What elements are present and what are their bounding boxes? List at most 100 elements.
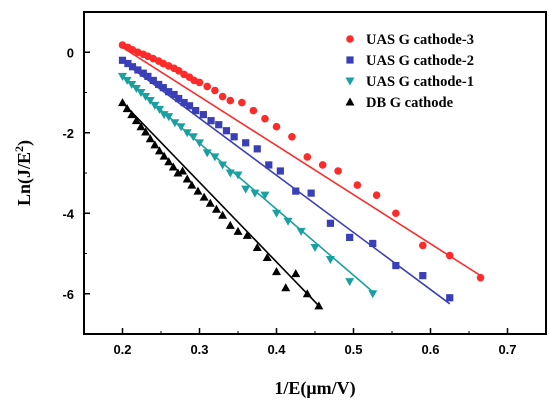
fit-line-1 xyxy=(122,46,481,277)
data-point xyxy=(127,80,137,89)
data-point xyxy=(202,149,212,158)
data-point xyxy=(226,96,235,105)
data-point xyxy=(150,101,160,110)
data-point xyxy=(218,92,227,101)
data-point xyxy=(124,59,132,68)
data-point xyxy=(253,145,261,153)
data-point xyxy=(215,121,223,129)
data-point xyxy=(178,166,188,175)
data-point xyxy=(225,220,235,229)
data-point xyxy=(307,189,315,197)
data-point xyxy=(250,189,260,198)
data-point xyxy=(225,169,235,178)
data-point xyxy=(242,230,252,239)
data-point xyxy=(233,171,243,180)
data-point xyxy=(222,127,231,135)
data-point xyxy=(174,66,183,75)
data-point xyxy=(192,107,200,115)
data-point xyxy=(141,127,151,136)
data-point xyxy=(136,122,146,131)
data-point xyxy=(122,76,132,85)
data-point xyxy=(159,151,169,160)
legend-marker xyxy=(345,77,355,86)
y-tick-label: 0 xyxy=(67,45,74,60)
data-point xyxy=(144,72,152,80)
data-point xyxy=(218,161,228,170)
data-point xyxy=(149,76,157,85)
data-point xyxy=(276,167,284,175)
data-point xyxy=(242,139,250,147)
data-point xyxy=(131,116,141,125)
y-tick-label: -6 xyxy=(62,287,74,302)
data-point xyxy=(154,146,164,155)
fit-line-4 xyxy=(121,102,320,307)
y-axis-title-sup: 2 xyxy=(12,146,26,152)
data-point xyxy=(185,102,194,110)
data-point xyxy=(353,181,362,189)
data-point xyxy=(188,133,198,142)
data-point xyxy=(199,111,207,119)
data-point xyxy=(139,69,147,77)
x-tick-label: 0.5 xyxy=(344,342,362,357)
data-point xyxy=(128,63,137,71)
data-point xyxy=(249,106,258,115)
data-point xyxy=(241,185,251,194)
data-point xyxy=(168,162,178,171)
y-axis-title-close: ) xyxy=(14,140,35,146)
data-point xyxy=(127,110,137,119)
data-point xyxy=(272,267,281,276)
legend-marker xyxy=(346,35,354,43)
legend-marker xyxy=(345,97,355,106)
data-point xyxy=(176,123,186,132)
data-point xyxy=(187,180,197,189)
data-point xyxy=(175,94,183,103)
data-point xyxy=(170,90,178,99)
data-point xyxy=(476,273,485,282)
data-point xyxy=(303,153,312,161)
data-point xyxy=(164,157,174,166)
data-point xyxy=(419,241,427,250)
data-point xyxy=(165,88,173,96)
x-tick-label: 0.6 xyxy=(421,342,439,357)
data-point xyxy=(369,239,377,248)
data-point xyxy=(145,134,155,143)
data-point xyxy=(199,192,209,201)
data-point xyxy=(260,191,270,200)
data-point xyxy=(150,140,160,149)
data-point xyxy=(272,122,281,131)
legend-label: DB G cathode xyxy=(366,95,454,111)
data-point xyxy=(218,210,228,219)
data-point xyxy=(118,98,127,107)
data-point xyxy=(207,117,215,125)
data-point xyxy=(318,161,327,169)
data-point xyxy=(180,98,188,107)
data-point xyxy=(173,168,183,177)
x-tick-label: 0.2 xyxy=(113,342,131,357)
data-point xyxy=(261,114,269,123)
legend-label: UAS G cathode-1 xyxy=(366,74,474,90)
data-point xyxy=(238,98,246,107)
data-point xyxy=(325,256,335,265)
data-point xyxy=(118,72,127,81)
data-point xyxy=(288,132,296,141)
data-point xyxy=(291,269,301,278)
legend: UAS G cathode-3 UAS G cathode-2 UAS G cath… xyxy=(345,32,474,111)
data-point xyxy=(368,290,378,299)
data-point xyxy=(233,226,243,235)
data-point xyxy=(195,78,204,87)
legend-label: UAS G cathode-3 xyxy=(366,32,474,48)
data-point xyxy=(372,191,381,199)
data-point xyxy=(141,93,151,102)
y-tick-label: -4 xyxy=(62,206,74,221)
data-point xyxy=(252,242,262,251)
data-point xyxy=(131,84,141,93)
data-point xyxy=(302,289,312,298)
data-point xyxy=(446,294,454,302)
data-point xyxy=(134,66,142,74)
data-point xyxy=(334,167,342,175)
data-point xyxy=(193,186,203,195)
data-point xyxy=(205,198,215,207)
data-point xyxy=(155,80,163,89)
data-point xyxy=(230,133,238,141)
data-point xyxy=(211,204,221,213)
